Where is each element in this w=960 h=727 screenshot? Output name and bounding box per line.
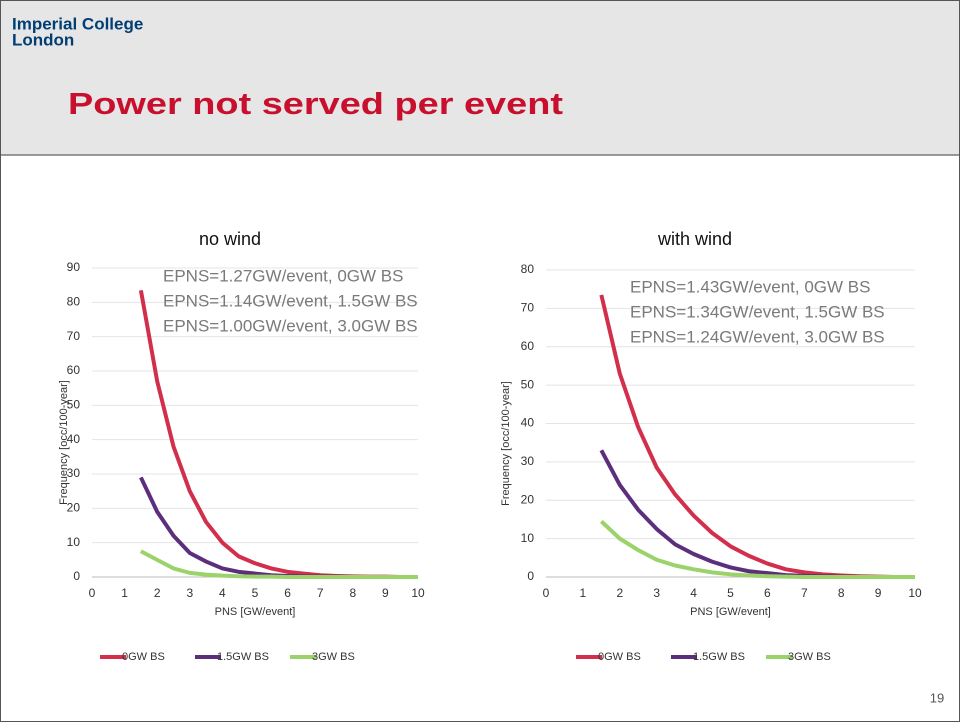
- y-tick-label: 0: [73, 569, 80, 583]
- x-tick-label: 2: [154, 586, 161, 600]
- annotation: EPNS=1.00GW/event, 3.0GW BS: [163, 316, 418, 335]
- x-tick-label: 2: [616, 586, 623, 600]
- data-line: [599, 519, 915, 579]
- y-tick-label: 60: [67, 363, 81, 377]
- legend-label: 0GW BS: [598, 651, 641, 663]
- x-tick-label: 7: [801, 586, 808, 600]
- chart-title: with wind: [657, 229, 732, 249]
- x-tick-label: 8: [838, 586, 845, 600]
- x-tick-label: 5: [727, 586, 734, 600]
- y-tick-label: 60: [521, 339, 535, 353]
- legend-label: 3GW BS: [788, 651, 831, 663]
- annotation: EPNS=1.43GW/event, 0GW BS: [630, 277, 870, 296]
- legend-label: 1.5GW BS: [693, 651, 745, 663]
- x-tick-label: 4: [690, 586, 697, 600]
- annotation: EPNS=1.27GW/event, 0GW BS: [163, 266, 403, 285]
- x-tick-label: 5: [252, 586, 259, 600]
- x-tick-label: 0: [543, 586, 550, 600]
- x-tick-label: 7: [317, 586, 324, 600]
- annotation: EPNS=1.34GW/event, 1.5GW BS: [630, 302, 885, 321]
- y-tick-label: 90: [67, 260, 81, 274]
- x-tick-label: 8: [349, 586, 356, 600]
- x-tick-label: 1: [121, 586, 128, 600]
- x-tick-label: 0: [89, 586, 96, 600]
- x-tick-label: 9: [875, 586, 882, 600]
- y-tick-label: 10: [67, 535, 81, 549]
- x-tick-label: 6: [764, 586, 771, 600]
- x-tick-label: 3: [186, 586, 193, 600]
- y-axis-label: Frequency [occ/100-year]: [500, 381, 512, 506]
- x-tick-label: 1: [580, 586, 587, 600]
- logo: Imperial College: [12, 14, 143, 33]
- slide-title: Power not served per event: [68, 86, 563, 121]
- y-tick-label: 50: [521, 377, 535, 391]
- y-tick-label: 50: [67, 398, 81, 412]
- page-number: 19: [930, 690, 944, 705]
- x-axis-label: PNS [GW/event]: [690, 606, 771, 618]
- chart-title: no wind: [199, 229, 261, 249]
- y-tick-label: 20: [67, 501, 81, 515]
- y-tick-label: 70: [521, 301, 535, 315]
- y-tick-label: 0: [527, 569, 534, 583]
- legend-label: 3GW BS: [312, 651, 355, 663]
- header-band: [1, 1, 959, 155]
- y-tick-label: 70: [67, 329, 81, 343]
- x-tick-label: 3: [653, 586, 660, 600]
- x-axis-label: PNS [GW/event]: [215, 606, 296, 618]
- legend-label: 0GW BS: [122, 651, 165, 663]
- data-line: [139, 549, 418, 579]
- x-tick-label: 4: [219, 586, 226, 600]
- annotation: EPNS=1.14GW/event, 1.5GW BS: [163, 291, 418, 310]
- x-tick-label: 10: [908, 586, 922, 600]
- x-tick-label: 9: [382, 586, 389, 600]
- y-tick-label: 30: [521, 454, 535, 468]
- y-tick-label: 30: [67, 466, 81, 480]
- y-tick-label: 40: [521, 416, 535, 430]
- x-tick-label: 10: [411, 586, 425, 600]
- y-tick-label: 80: [67, 295, 81, 309]
- y-tick-label: 10: [521, 531, 535, 545]
- legend-label: 1.5GW BS: [217, 651, 269, 663]
- x-tick-label: 6: [284, 586, 291, 600]
- logo: London: [12, 30, 74, 49]
- y-axis-label: Frequency [occ/100-year]: [58, 380, 70, 505]
- y-tick-label: 80: [521, 262, 535, 276]
- y-tick-label: 20: [521, 492, 535, 506]
- annotation: EPNS=1.24GW/event, 3.0GW BS: [630, 327, 885, 346]
- y-tick-label: 40: [67, 432, 81, 446]
